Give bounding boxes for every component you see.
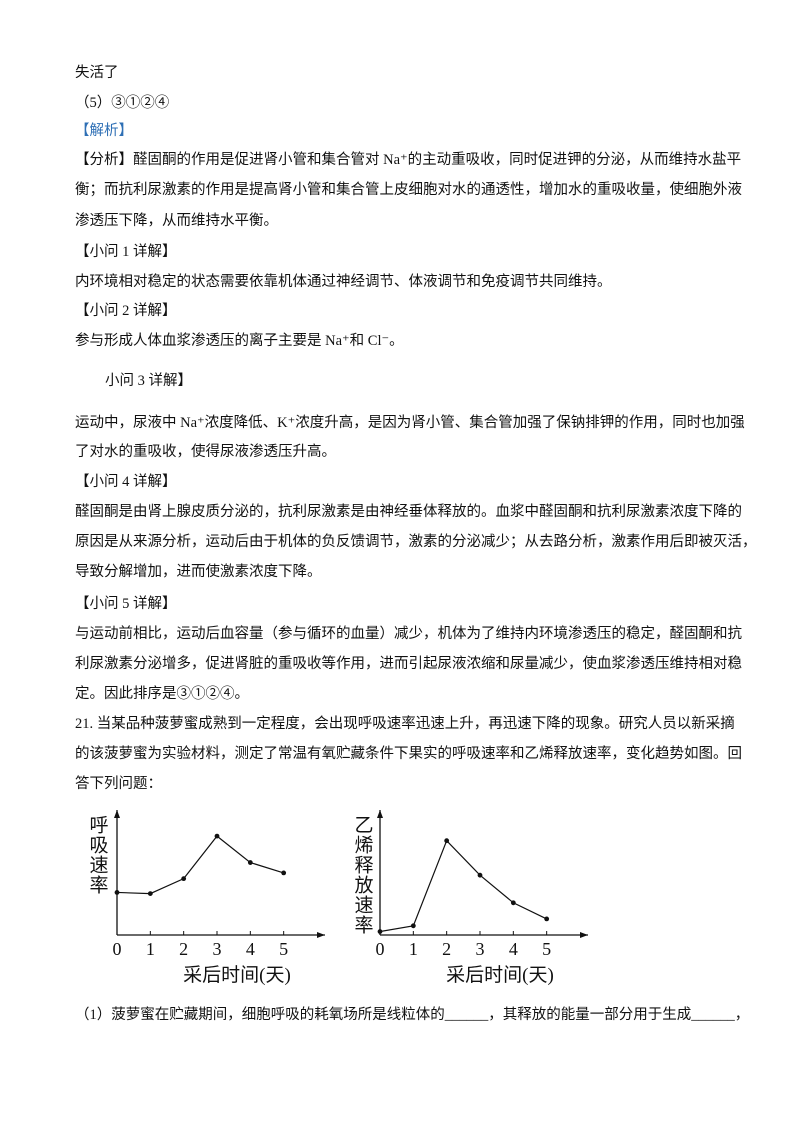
text-line: 定。因此排序是③①②④。 <box>75 686 249 702</box>
data-point <box>181 876 187 882</box>
text-line: 【分析】醛固酮的作用是促进肾小管和集合管对 Na⁺的主动重吸收，同时促进钾的分泌… <box>75 152 742 168</box>
data-point <box>444 838 450 844</box>
text-line: 【解析】 <box>75 123 133 139</box>
x-tick-label: 1 <box>146 939 155 959</box>
x-arrow <box>317 932 325 938</box>
text-line: 利尿激素分泌增多，促进肾脏的重吸收等作用，进而引起尿液浓缩和尿量减少，使血浆渗透… <box>75 656 742 672</box>
data-point <box>214 833 220 839</box>
text-line: 参与形成人体血浆渗透压的离子主要是 Na⁺和 Cl⁻。 <box>75 333 404 349</box>
text-line: 了对水的重吸收，使得尿液渗透压升高。 <box>75 444 336 460</box>
text-line: 【小问 1 详解】 <box>75 244 177 260</box>
text-line: 与运动前相比，运动后血容量（参与循环的血量）减少，机体为了维持内环境渗透压的稳定… <box>75 626 742 642</box>
x-tick-label: 2 <box>442 939 451 959</box>
text-line: 失活了 <box>75 65 119 81</box>
text-line: 渗透压下降，从而维持水平衡。 <box>75 213 278 229</box>
x-tick-label: 4 <box>509 939 518 959</box>
data-point <box>510 900 516 906</box>
y-axis-label: 乙烯释放速率 <box>352 815 374 935</box>
data-point <box>377 929 383 934</box>
chart-ethylene: 0 1 2 3 4 5 采后时间(天) 乙烯释放速率 <box>352 810 588 986</box>
text-line: 导致分解增加，进而使激素浓度下降。 <box>75 564 322 580</box>
x-tick-label: 2 <box>179 939 188 959</box>
text-line: 的该菠萝蜜为实验材料，测定了常温有氧贮藏条件下果实的呼吸速率和乙烯释放速率，变化… <box>75 746 742 762</box>
data-point <box>114 890 120 895</box>
text-line: 小问 3 详解】 <box>105 373 192 389</box>
text-line: 【小问 4 详解】 <box>75 474 177 490</box>
text-line: 醛固酮是由肾上腺皮质分泌的，抗利尿激素是由神经垂体释放的。血浆中醛固酮和抗利尿激… <box>75 504 742 520</box>
text-line: 21. 当某品种菠萝蜜成熟到一定程度，会出现呼吸速率迅速上升，再迅速下降的现象。… <box>75 716 735 732</box>
x-tick-label: 0 <box>376 939 385 959</box>
y-arrow <box>114 810 120 818</box>
text-line: （5）③①②④ <box>75 95 170 111</box>
x-tick-label: 4 <box>246 939 255 959</box>
data-point <box>410 923 416 929</box>
text-line: （1）菠萝蜜在贮藏期间，细胞呼吸的耗氧场所是线粒体的______，其释放的能量一… <box>75 1007 750 1023</box>
text-line: 答下列问题： <box>75 776 162 792</box>
x-tick-label: 5 <box>542 939 551 959</box>
text-line: 【小问 5 详解】 <box>75 596 177 612</box>
x-arrow <box>580 932 588 938</box>
y-arrow <box>377 810 383 818</box>
text-line: 衡；而抗利尿激素的作用是提高肾小管和集合管上皮细胞对水的通透性，增加水的重吸收量… <box>75 182 742 198</box>
x-tick-label: 3 <box>476 939 485 959</box>
data-point <box>281 870 287 876</box>
x-tick-label: 1 <box>409 939 418 959</box>
text-line: 内环境相对稳定的状态需要依靠机体通过神经调节、体液调节和免疫调节共同维持。 <box>75 274 612 290</box>
data-line <box>116 835 284 895</box>
x-tick-label: 3 <box>213 939 222 959</box>
data-point <box>544 916 550 922</box>
x-tick-label: 0 <box>113 939 122 959</box>
data-point <box>477 872 483 878</box>
data-point <box>247 860 253 865</box>
data-point <box>147 891 153 896</box>
x-axis-label: 采后时间(天) <box>183 964 291 986</box>
text-line: 【小问 2 详解】 <box>75 303 177 319</box>
text-line: 原因是从来源分析，运动后由于机体的负反馈调节，激素的分泌减少；从去路分析，激素作… <box>75 534 757 550</box>
chart-respiration: 0 1 2 3 4 5 采后时间(天) 呼吸速率 <box>87 810 325 986</box>
x-tick-label: 5 <box>279 939 288 959</box>
y-axis-label: 呼吸速率 <box>87 815 109 895</box>
text-line: 运动中，尿液中 Na⁺浓度降低、K⁺浓度升高，是因为肾小管、集合管加强了保钠排钾… <box>75 415 745 431</box>
data-line <box>379 839 547 933</box>
x-axis-label: 采后时间(天) <box>446 964 554 986</box>
